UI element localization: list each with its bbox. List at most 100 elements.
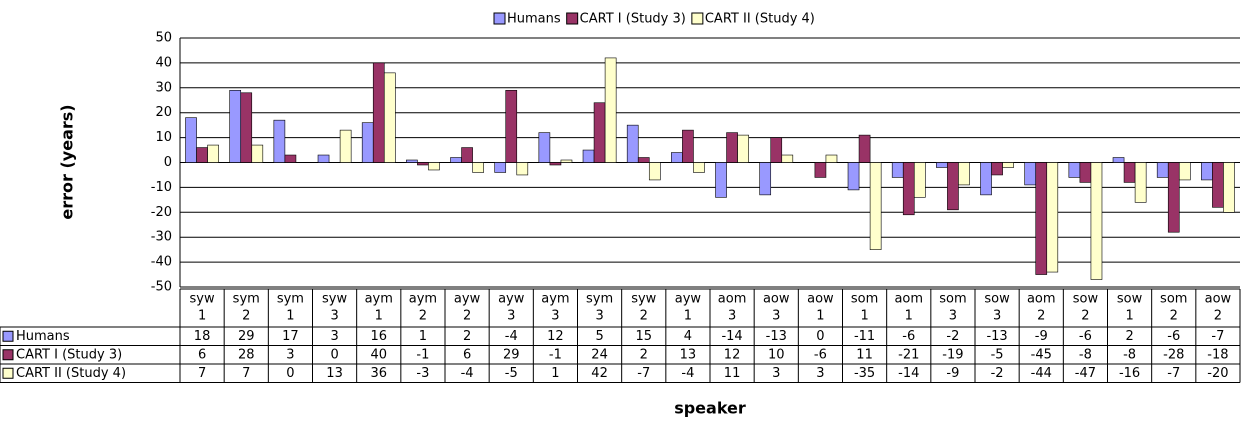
legend-label: CART I (Study 3) (580, 12, 686, 27)
x-tick-label: 2 (463, 309, 471, 324)
x-tick-label: som (1160, 292, 1187, 307)
bar (538, 132, 551, 163)
x-tick-label: sow (1073, 292, 1099, 307)
bar (781, 154, 794, 163)
x-tick-label: sym (233, 292, 260, 307)
x-tick-label: 2 (640, 309, 648, 324)
y-axis-label: error (years) (58, 104, 77, 219)
table-cell: 0 (286, 366, 294, 381)
x-tick-label: 3 (507, 309, 515, 324)
bar (715, 162, 727, 198)
bar (1046, 162, 1059, 273)
y-tick-label: -30 (151, 230, 172, 245)
x-tick-label: aom (894, 292, 923, 307)
x-tick-label: aym (541, 292, 569, 307)
x-tick-label: ayw (498, 292, 525, 307)
table-cell: 3 (330, 329, 338, 344)
y-tick-label: -40 (151, 255, 172, 270)
x-tick-label: 3 (728, 309, 736, 324)
table-cell: 3 (286, 347, 294, 362)
bar (847, 162, 860, 191)
x-tick-label: 1 (1125, 309, 1133, 324)
table-cell: 6 (198, 347, 206, 362)
table-cell: 13 (326, 366, 343, 381)
table-cell: -7 (637, 366, 650, 381)
table-legend-key (2, 367, 14, 379)
x-tick-label: syw (631, 292, 656, 307)
table-legend-key (2, 330, 14, 342)
bar (428, 162, 440, 171)
bar (682, 129, 694, 163)
table-cell: -14 (898, 366, 919, 381)
bar (814, 162, 827, 178)
bar (185, 117, 197, 163)
table-cell: -20 (1207, 366, 1228, 381)
table-cell: -6 (1167, 329, 1180, 344)
bar (1167, 162, 1180, 233)
bar (549, 162, 562, 166)
x-tick-label: 2 (1170, 309, 1178, 324)
table-cell: 15 (635, 329, 652, 344)
bar (626, 124, 639, 163)
table-cell: -2 (946, 329, 959, 344)
table-cell: -16 (1119, 366, 1140, 381)
x-tick-label: 3 (993, 309, 1001, 324)
bar (516, 162, 529, 176)
table-cell: -21 (898, 347, 919, 362)
table-cell: -1 (549, 347, 562, 362)
table-cell: -6 (902, 329, 915, 344)
table-cell: 2 (1125, 329, 1133, 344)
bar (991, 162, 1003, 176)
bar (825, 154, 838, 163)
y-tick-label: 30 (155, 80, 172, 95)
table-cell: 2 (463, 329, 471, 344)
y-tick-label: 20 (155, 105, 172, 120)
table-cell: -5 (505, 366, 518, 381)
bar (947, 162, 959, 211)
table-cell: 1 (551, 366, 559, 381)
x-tick-label: aom (718, 292, 747, 307)
bar (273, 119, 286, 163)
table-cell: 17 (282, 329, 299, 344)
x-tick-label: 1 (684, 309, 692, 324)
legend-key (566, 12, 579, 25)
bar (582, 149, 595, 163)
table-cell: -1 (416, 347, 429, 362)
table-cell: 2 (640, 347, 648, 362)
bar (240, 92, 253, 163)
table-cell: -6 (814, 347, 827, 362)
y-tick-label: -10 (151, 180, 172, 195)
x-tick-label: ayw (675, 292, 702, 307)
x-tick-label: aow (807, 292, 834, 307)
bar (1090, 162, 1103, 280)
table-cell: 18 (194, 329, 211, 344)
table-legend-key (2, 349, 14, 361)
bar (1035, 162, 1048, 275)
x-tick-label: 3 (772, 309, 780, 324)
x-tick-label: aym (365, 292, 393, 307)
x-tick-label: 1 (905, 309, 913, 324)
table-cell: -4 (461, 366, 474, 381)
bar (913, 162, 926, 198)
bar (593, 102, 606, 163)
bar (936, 162, 948, 168)
table-series-name: CART I (Study 3) (16, 347, 122, 362)
table-cell: -8 (1079, 347, 1092, 362)
table-cell: 5 (595, 329, 603, 344)
bar (461, 147, 473, 163)
x-tick-label: 2 (242, 309, 250, 324)
table-cell: -47 (1075, 366, 1096, 381)
bar (671, 152, 683, 163)
legend-key (493, 12, 506, 25)
bar (251, 144, 264, 163)
x-tick-label: 3 (595, 309, 603, 324)
table-cell: 29 (503, 347, 520, 362)
table-cell: -9 (946, 366, 959, 381)
table-cell: -13 (986, 329, 1007, 344)
x-tick-label: sym (586, 292, 613, 307)
table-cell: -44 (1031, 366, 1052, 381)
x-tick-label: sym (277, 292, 304, 307)
legend-label: CART II (Study 4) (705, 12, 815, 27)
x-tick-label: 1 (286, 309, 294, 324)
table-series-name: Humans (16, 329, 70, 344)
